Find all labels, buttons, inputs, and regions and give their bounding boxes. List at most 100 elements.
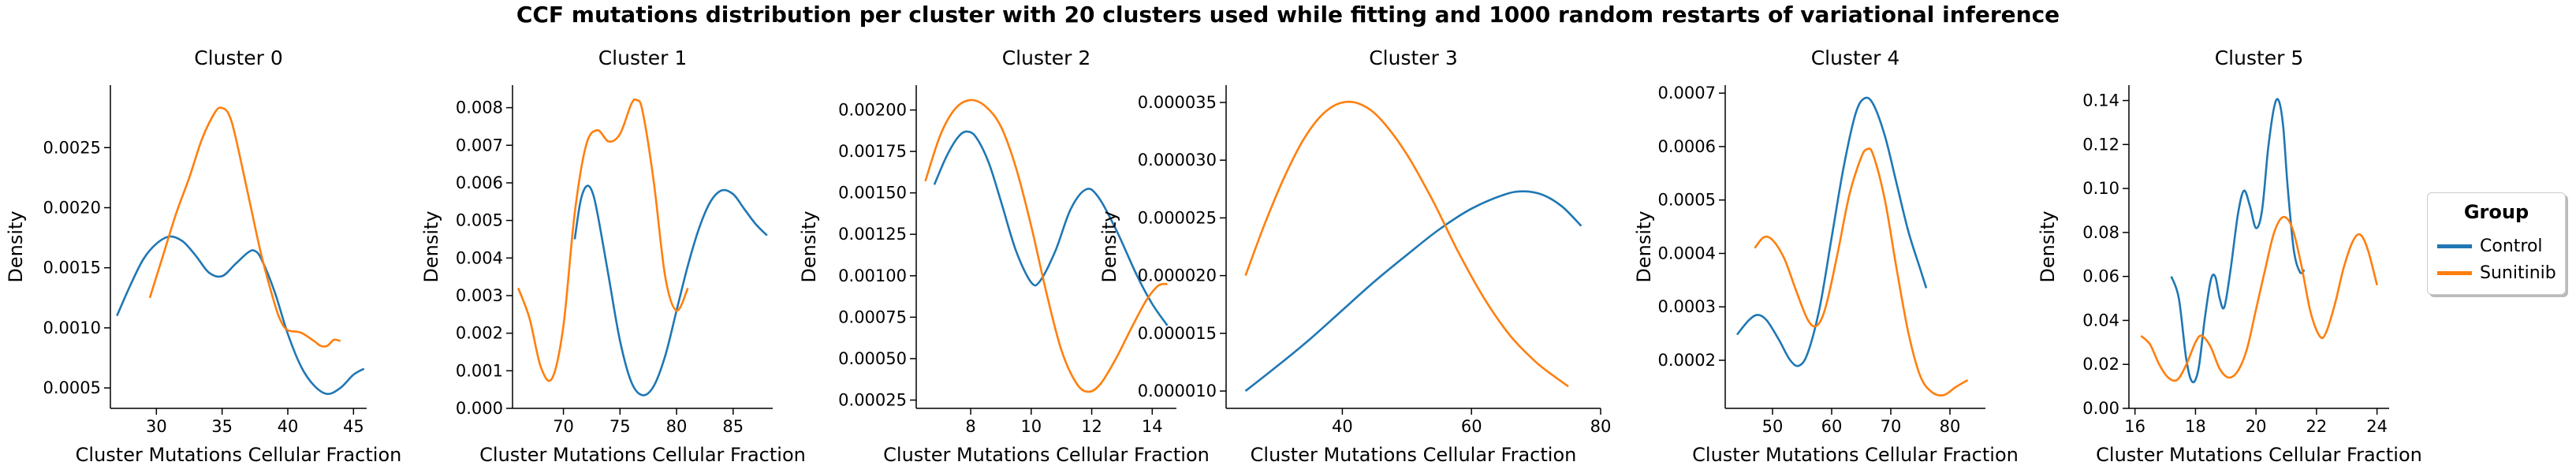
chart-title: Cluster 1 <box>598 47 688 69</box>
x-axis-label: Cluster Mutations Cellular Fraction <box>1251 444 1577 466</box>
y-axis-label: Density <box>1633 210 1655 282</box>
x-axis-label: Cluster Mutations Cellular Fraction <box>479 444 806 466</box>
y-tick-label: 0.06 <box>2082 267 2119 286</box>
x-tick-label: 80 <box>1590 417 1612 436</box>
x-axis-label: Cluster Mutations Cellular Fraction <box>2096 444 2422 466</box>
x-tick-label: 60 <box>1821 417 1843 436</box>
y-tick-label: 0.000015 <box>1138 324 1217 343</box>
x-tick-label: 70 <box>1881 417 1902 436</box>
x-tick-label: 40 <box>278 417 299 436</box>
y-axis-label: Density <box>420 210 442 282</box>
y-tick-label: 0.04 <box>2082 311 2119 330</box>
y-tick-label: 0.10 <box>2082 179 2119 198</box>
x-tick-label: 16 <box>2124 417 2145 436</box>
x-tick-label: 10 <box>1020 417 1042 436</box>
series-line-control <box>116 235 365 396</box>
x-axis-label: Cluster Mutations Cellular Fraction <box>76 444 402 466</box>
chart-title: Cluster 2 <box>1002 47 1091 69</box>
y-tick-label: 0.00150 <box>838 184 907 203</box>
legend: Group Control Sunitinib <box>2427 192 2566 295</box>
y-tick-label: 0.12 <box>2082 135 2119 154</box>
chart-title: Cluster 5 <box>2215 47 2304 69</box>
legend-swatch-control <box>2437 244 2472 248</box>
y-tick-label: 0.007 <box>456 136 503 155</box>
y-tick-label: 0.0006 <box>1658 137 1716 156</box>
y-tick-label: 0.000010 <box>1138 382 1217 400</box>
y-tick-label: 0.004 <box>456 248 503 267</box>
chart-panel-4: Cluster 4 50 60 70 80 0.0002 0.0003 0.0004 0.000… <box>1633 47 2019 466</box>
legend-label-sunitinib: Sunitinib <box>2480 263 2556 283</box>
legend-swatch-sunitinib <box>2437 270 2472 275</box>
series-line-control <box>933 130 1169 326</box>
series-line-sunitinib <box>1244 100 1569 388</box>
y-tick-label: 0.000025 <box>1138 208 1217 227</box>
x-tick-label: 20 <box>2246 417 2267 436</box>
y-axis-label: Density <box>2037 210 2059 282</box>
y-tick-label: 0.00075 <box>838 307 907 326</box>
y-tick-label: 0.005 <box>456 211 503 230</box>
y-tick-label: 0.00025 <box>838 390 907 409</box>
figure-title: CCF mutations distribution per cluster w… <box>516 2 2060 28</box>
y-tick-label: 0.00125 <box>838 225 907 244</box>
chart-title: Cluster 3 <box>1369 47 1458 69</box>
y-tick-label: 0.0025 <box>43 138 101 157</box>
y-tick-label: 0.0003 <box>1658 297 1716 316</box>
x-tick-label: 12 <box>1081 417 1102 436</box>
x-axis-label: Cluster Mutations Cellular Fraction <box>883 444 1210 466</box>
series-line-control <box>2170 98 2306 384</box>
x-tick-label: 24 <box>2366 417 2388 436</box>
y-tick-label: 0.0010 <box>43 318 101 337</box>
y-tick-label: 0.001 <box>456 361 503 380</box>
y-tick-label: 0.0005 <box>43 378 101 397</box>
y-tick-label: 0.0002 <box>1658 351 1716 370</box>
legend-item-sunitinib: Sunitinib <box>2437 261 2556 285</box>
y-tick-label: 0.0007 <box>1658 84 1716 102</box>
y-tick-label: 0.002 <box>456 324 503 343</box>
y-tick-label: 0.00 <box>2082 399 2119 418</box>
y-tick-label: 0.14 <box>2082 91 2119 110</box>
chart-panel-5: Cluster 5 16 18 20 22 24 0.00 0.02 0.04 0.06 0.08 0… <box>2037 47 2422 466</box>
y-tick-label: 0.00100 <box>838 266 907 285</box>
x-tick-label: 30 <box>146 417 167 436</box>
y-tick-label: 0.008 <box>456 99 503 117</box>
series-line-control <box>1244 190 1583 393</box>
x-tick-label: 50 <box>1762 417 1784 436</box>
x-tick-label: 85 <box>722 417 744 436</box>
legend-label-control: Control <box>2480 236 2543 256</box>
x-axis-label: Cluster Mutations Cellular Fraction <box>1692 444 2019 466</box>
series-line-sunitinib <box>924 99 1168 393</box>
x-tick-label: 80 <box>666 417 688 436</box>
y-axis-label: Density <box>1098 210 1120 282</box>
x-tick-label: 70 <box>553 417 574 436</box>
y-axis-label: Density <box>798 210 820 282</box>
x-tick-label: 80 <box>1940 417 1961 436</box>
series-line-sunitinib <box>516 98 689 382</box>
series-line-control <box>573 184 768 397</box>
x-tick-label: 14 <box>1142 417 1163 436</box>
legend-title: Group <box>2463 201 2529 223</box>
chart-title: Cluster 0 <box>194 47 283 69</box>
x-tick-label: 75 <box>610 417 631 436</box>
x-tick-label: 22 <box>2306 417 2328 436</box>
legend-item-control: Control <box>2437 234 2543 258</box>
series-line-sunitinib <box>1754 147 1969 397</box>
y-tick-label: 0.02 <box>2082 355 2119 374</box>
y-tick-label: 0.08 <box>2082 223 2119 242</box>
chart-panel-0: Cluster 0 30 35 40 45 0.0005 0.0010 0.0015 0.002… <box>5 47 401 466</box>
chart-panel-3: Cluster 3 40 60 80 0.000010 0.000015 0.000020 0… <box>1098 47 1611 466</box>
chart-panel-1: Cluster 1 70 75 80 85 0.000 0.001 0.002 0.003 0.0… <box>420 47 806 466</box>
x-tick-label: 40 <box>1332 417 1353 436</box>
x-tick-label: 60 <box>1461 417 1482 436</box>
y-tick-label: 0.00175 <box>838 142 907 161</box>
x-tick-label: 8 <box>965 417 975 436</box>
series-line-sunitinib <box>148 106 341 348</box>
y-tick-label: 0.003 <box>456 286 503 305</box>
y-tick-label: 0.0005 <box>1658 191 1716 210</box>
y-tick-label: 0.00050 <box>838 349 907 368</box>
y-tick-label: 0.000 <box>456 399 503 418</box>
x-tick-label: 45 <box>343 417 364 436</box>
series-line-control <box>1735 96 1928 367</box>
y-tick-label: 0.0004 <box>1658 244 1716 263</box>
chart-title: Cluster 4 <box>1811 47 1900 69</box>
